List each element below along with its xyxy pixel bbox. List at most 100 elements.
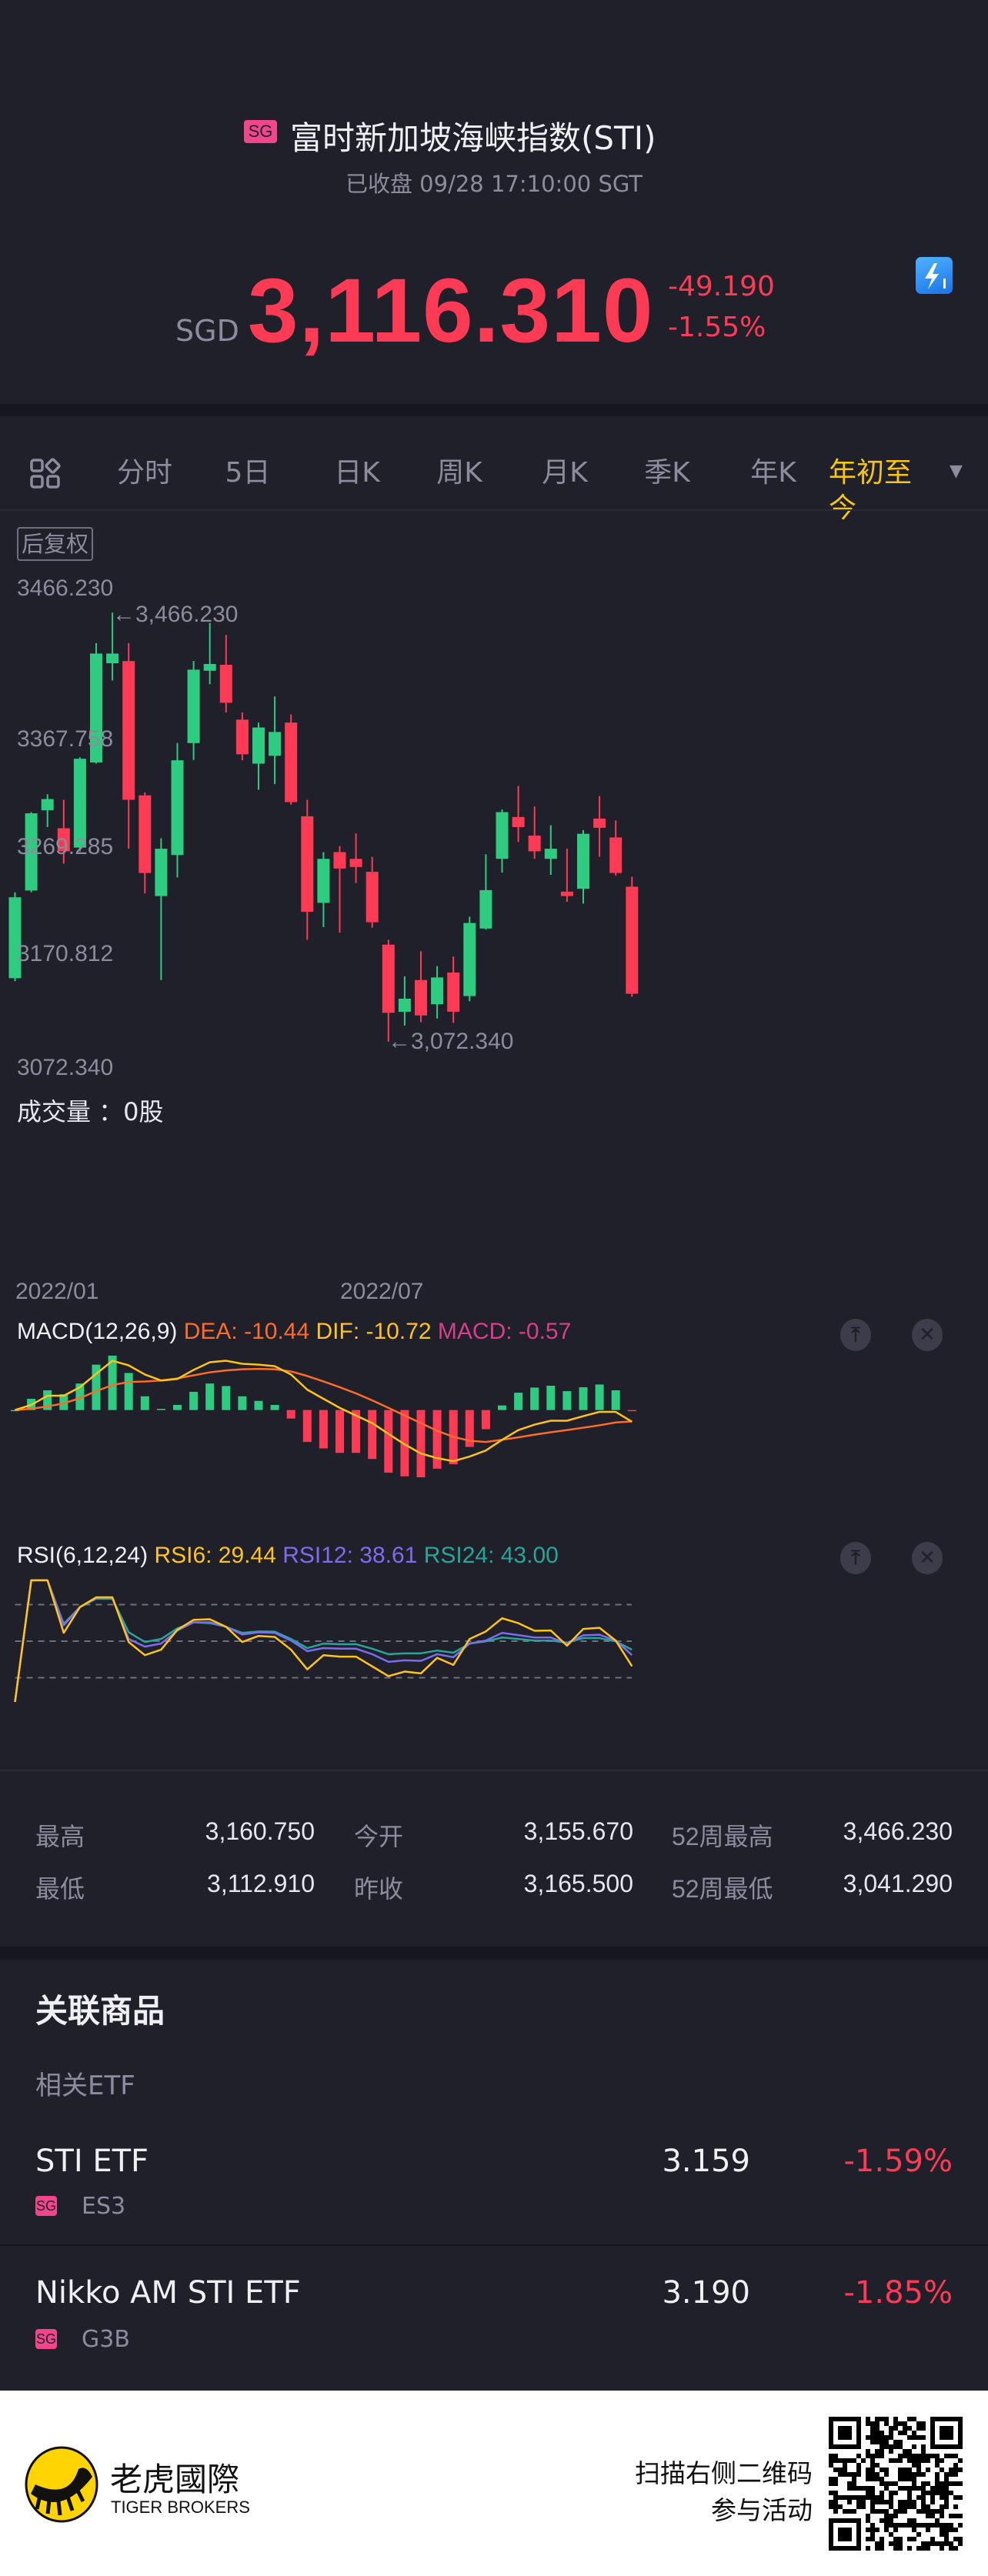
- chevron-down-icon[interactable]: ▼: [950, 462, 963, 481]
- tab-daily-k[interactable]: 日K: [334, 457, 380, 489]
- close-icon[interactable]: ✕: [912, 1319, 943, 1351]
- qr-module: [847, 2495, 852, 2500]
- qr-module: [829, 2500, 833, 2504]
- qr-module: [884, 2435, 889, 2440]
- etf-name: STI ETF: [35, 2144, 149, 2179]
- qr-module: [880, 2468, 884, 2472]
- qr-module: [898, 2468, 903, 2472]
- macd-bar: [222, 1386, 231, 1410]
- qr-module: [907, 2486, 912, 2491]
- qr-module: [898, 2421, 903, 2426]
- qr-module: [921, 2546, 926, 2551]
- qr-module: [880, 2481, 884, 2486]
- qr-module: [921, 2449, 926, 2454]
- x-tick-label: 2022/01: [15, 1279, 99, 1304]
- qr-module: [866, 2454, 870, 2458]
- macd-bar: [75, 1383, 85, 1410]
- qr-module: [893, 2509, 898, 2514]
- related-title: 关联商品: [35, 1992, 165, 2030]
- stat-label-high: 最高: [35, 1823, 85, 1850]
- qr-module: [940, 2481, 944, 2486]
- stat-label-prev-close: 昨收: [354, 1875, 404, 1903]
- grid-icon[interactable]: [29, 458, 62, 490]
- macd-bar: [530, 1387, 539, 1410]
- tiger-brokers-logo: [25, 2446, 98, 2523]
- qr-module: [935, 2491, 940, 2495]
- qr-module: [898, 2500, 903, 2504]
- qr-module: [944, 2537, 949, 2541]
- qr-module: [880, 2495, 884, 2500]
- lightning-level-1-icon[interactable]: [916, 257, 953, 294]
- qr-module: [926, 2458, 930, 2463]
- qr-module: [880, 2454, 884, 2458]
- qr-module: [912, 2477, 916, 2481]
- qr-module: [889, 2458, 893, 2463]
- qr-module: [898, 2477, 903, 2481]
- tab-intraday[interactable]: 分时: [116, 457, 173, 489]
- qr-finder: [940, 2426, 953, 2440]
- macd-bar: [465, 1410, 474, 1447]
- qr-module: [847, 2472, 852, 2477]
- candlestick-chart[interactable]: [0, 569, 988, 1077]
- tab-ytd[interactable]: 年初至今: [829, 457, 913, 524]
- macd-bar: [595, 1384, 604, 1410]
- qr-module: [884, 2481, 889, 2486]
- qr-module: [940, 2486, 944, 2491]
- qr-module: [953, 2514, 958, 2518]
- qr-module: [958, 2514, 963, 2518]
- qr-module: [880, 2500, 884, 2504]
- qr-code[interactable]: [829, 2417, 963, 2551]
- qr-module: [907, 2449, 912, 2454]
- qr-module: [884, 2421, 889, 2426]
- candle-up: [8, 897, 22, 979]
- candle-down: [528, 836, 541, 852]
- qr-module: [926, 2504, 930, 2509]
- related-item[interactable]: STI ETF SG ES3 3.159 -1.59%: [0, 2124, 988, 2244]
- qr-module: [921, 2435, 926, 2440]
- qr-module: [907, 2504, 912, 2509]
- qr-module: [903, 2486, 907, 2491]
- macd-bar: [254, 1400, 263, 1410]
- qr-module: [898, 2458, 903, 2463]
- qr-module: [930, 2454, 935, 2458]
- qr-module: [940, 2546, 944, 2551]
- qr-module: [829, 2477, 833, 2481]
- qr-module: [852, 2495, 856, 2500]
- qr-module: [912, 2458, 916, 2463]
- candle-up: [171, 760, 184, 856]
- qr-module: [944, 2495, 949, 2500]
- rsi-chart: [14, 1579, 633, 1703]
- macd-bar: [432, 1410, 442, 1469]
- qr-module: [949, 2546, 953, 2551]
- qr-module: [889, 2444, 893, 2449]
- qr-module: [861, 2504, 866, 2509]
- qr-module: [852, 2509, 856, 2514]
- qr-module: [884, 2472, 889, 2477]
- qr-module: [875, 2417, 880, 2421]
- candle-down: [447, 972, 460, 1012]
- related-item[interactable]: Nikko AM STI ETF SG G3B 3.190 -1.85%: [0, 2246, 988, 2375]
- qr-module: [893, 2444, 898, 2449]
- qr-module: [930, 2537, 935, 2541]
- qr-module: [912, 2435, 916, 2440]
- qr-module: [898, 2504, 903, 2509]
- pin-top-icon[interactable]: ⤒: [840, 1542, 871, 1574]
- qr-module: [930, 2486, 935, 2491]
- close-icon[interactable]: ✕: [912, 1542, 943, 1574]
- pin-top-icon[interactable]: ⤒: [840, 1319, 871, 1351]
- qr-module: [884, 2417, 889, 2421]
- tab-monthly-k[interactable]: 月K: [542, 457, 588, 489]
- macd-bar: [400, 1410, 409, 1477]
- stat-value-open: 3,155.670: [523, 1817, 633, 1845]
- qr-module: [953, 2454, 958, 2458]
- adjust-type-button[interactable]: 后复权: [17, 527, 94, 561]
- tab-yearly-k[interactable]: 年K: [750, 457, 796, 489]
- tab-5day[interactable]: 5日: [225, 457, 271, 489]
- tab-quarterly-k[interactable]: 季K: [644, 457, 690, 489]
- row-divider: [0, 2244, 988, 2246]
- currency-label: SGD: [175, 314, 239, 348]
- candle-up: [577, 833, 589, 889]
- etf-name: Nikko AM STI ETF: [35, 2275, 301, 2311]
- qr-module: [949, 2481, 953, 2486]
- tab-weekly-k[interactable]: 周K: [436, 457, 482, 489]
